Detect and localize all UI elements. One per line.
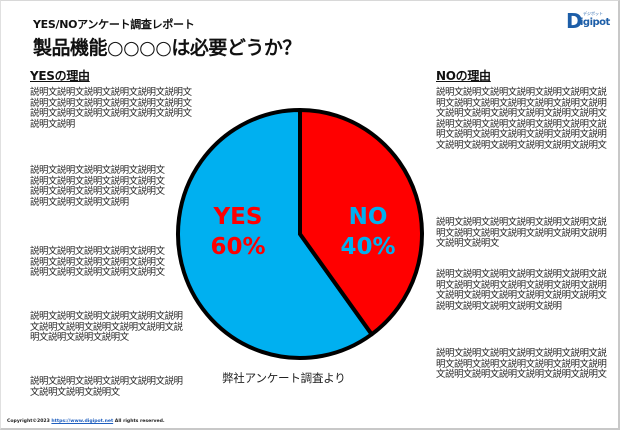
yes-reason-paragraph-4: 説明文説明文説明文説明文説明文説明文説明文説明文説明文説明文説明文説明文説明文説… xyxy=(30,311,183,344)
pie-chart-svg xyxy=(176,108,424,360)
yes-reason-paragraph-1: 説明文説明文説明文説明文説明文説明文説明文説明文説明文説明文説明文説明文説明文説… xyxy=(30,87,192,130)
copyright-footer: Copyright©2023 https://www.digipot.net A… xyxy=(7,419,165,424)
logo-kana: デジポット xyxy=(583,11,603,16)
digipot-logo: D デジポット igipot xyxy=(566,9,612,33)
logo-initial: D xyxy=(566,9,583,33)
yes-label-text: YES xyxy=(213,204,263,230)
no-slice-label: NO 40% xyxy=(328,202,408,262)
no-percent-text: 40% xyxy=(340,234,396,260)
no-label-text: NO xyxy=(348,204,388,230)
copyright-text: Copyright©2023 xyxy=(7,419,50,424)
no-reason-paragraph-4: 説明文説明文説明文説明文説明文説明文説明文説明文説明文説明文説明文説明文説明文説… xyxy=(436,348,607,381)
rights-text: All rights reserved. xyxy=(114,419,165,424)
pie-slice-yes xyxy=(176,108,374,360)
website-link[interactable]: https://www.digipot.net xyxy=(51,419,114,424)
pie-chart: YES 60% NO 40% xyxy=(174,106,426,362)
no-reason-paragraph-3: 説明文説明文説明文説明文説明文説明文説明文説明文説明文説明文説明文説明文説明文説… xyxy=(436,269,607,312)
no-reason-paragraph-2: 説明文説明文説明文説明文説明文説明文説明文説明文説明文説明文説明文説明文説明文説… xyxy=(436,217,607,250)
logo-text: igipot xyxy=(580,17,610,28)
yes-reason-paragraph-3: 説明文説明文説明文説明文説明文説明文説明文説明文説明文説明文説明文説明文説明文説… xyxy=(30,246,165,279)
page-title: 製品機能○○○○は必要どうか？ xyxy=(33,37,301,59)
yes-percent-text: 60% xyxy=(210,234,266,260)
chart-source-note: 弊社アンケート調査より xyxy=(222,371,346,385)
yes-reason-paragraph-2: 説明文説明文説明文説明文説明文説明文説明文説明文説明文説明文説明文説明文説明文説… xyxy=(30,165,165,208)
yes-reason-paragraph-5: 説明文説明文説明文説明文説明文説明文説明文説明文説明文 xyxy=(30,376,183,398)
yes-reasons-heading: YESの理由 xyxy=(30,69,90,83)
no-reasons-heading: NOの理由 xyxy=(436,69,491,83)
yes-slice-label: YES 60% xyxy=(198,202,278,262)
no-reason-paragraph-1: 説明文説明文説明文説明文説明文説明文説明文説明文説明文説明文説明文説明文説明文説… xyxy=(436,87,607,151)
report-subtitle: YES/NOアンケート調査レポート xyxy=(33,18,195,31)
pie-slice-no xyxy=(298,108,424,337)
